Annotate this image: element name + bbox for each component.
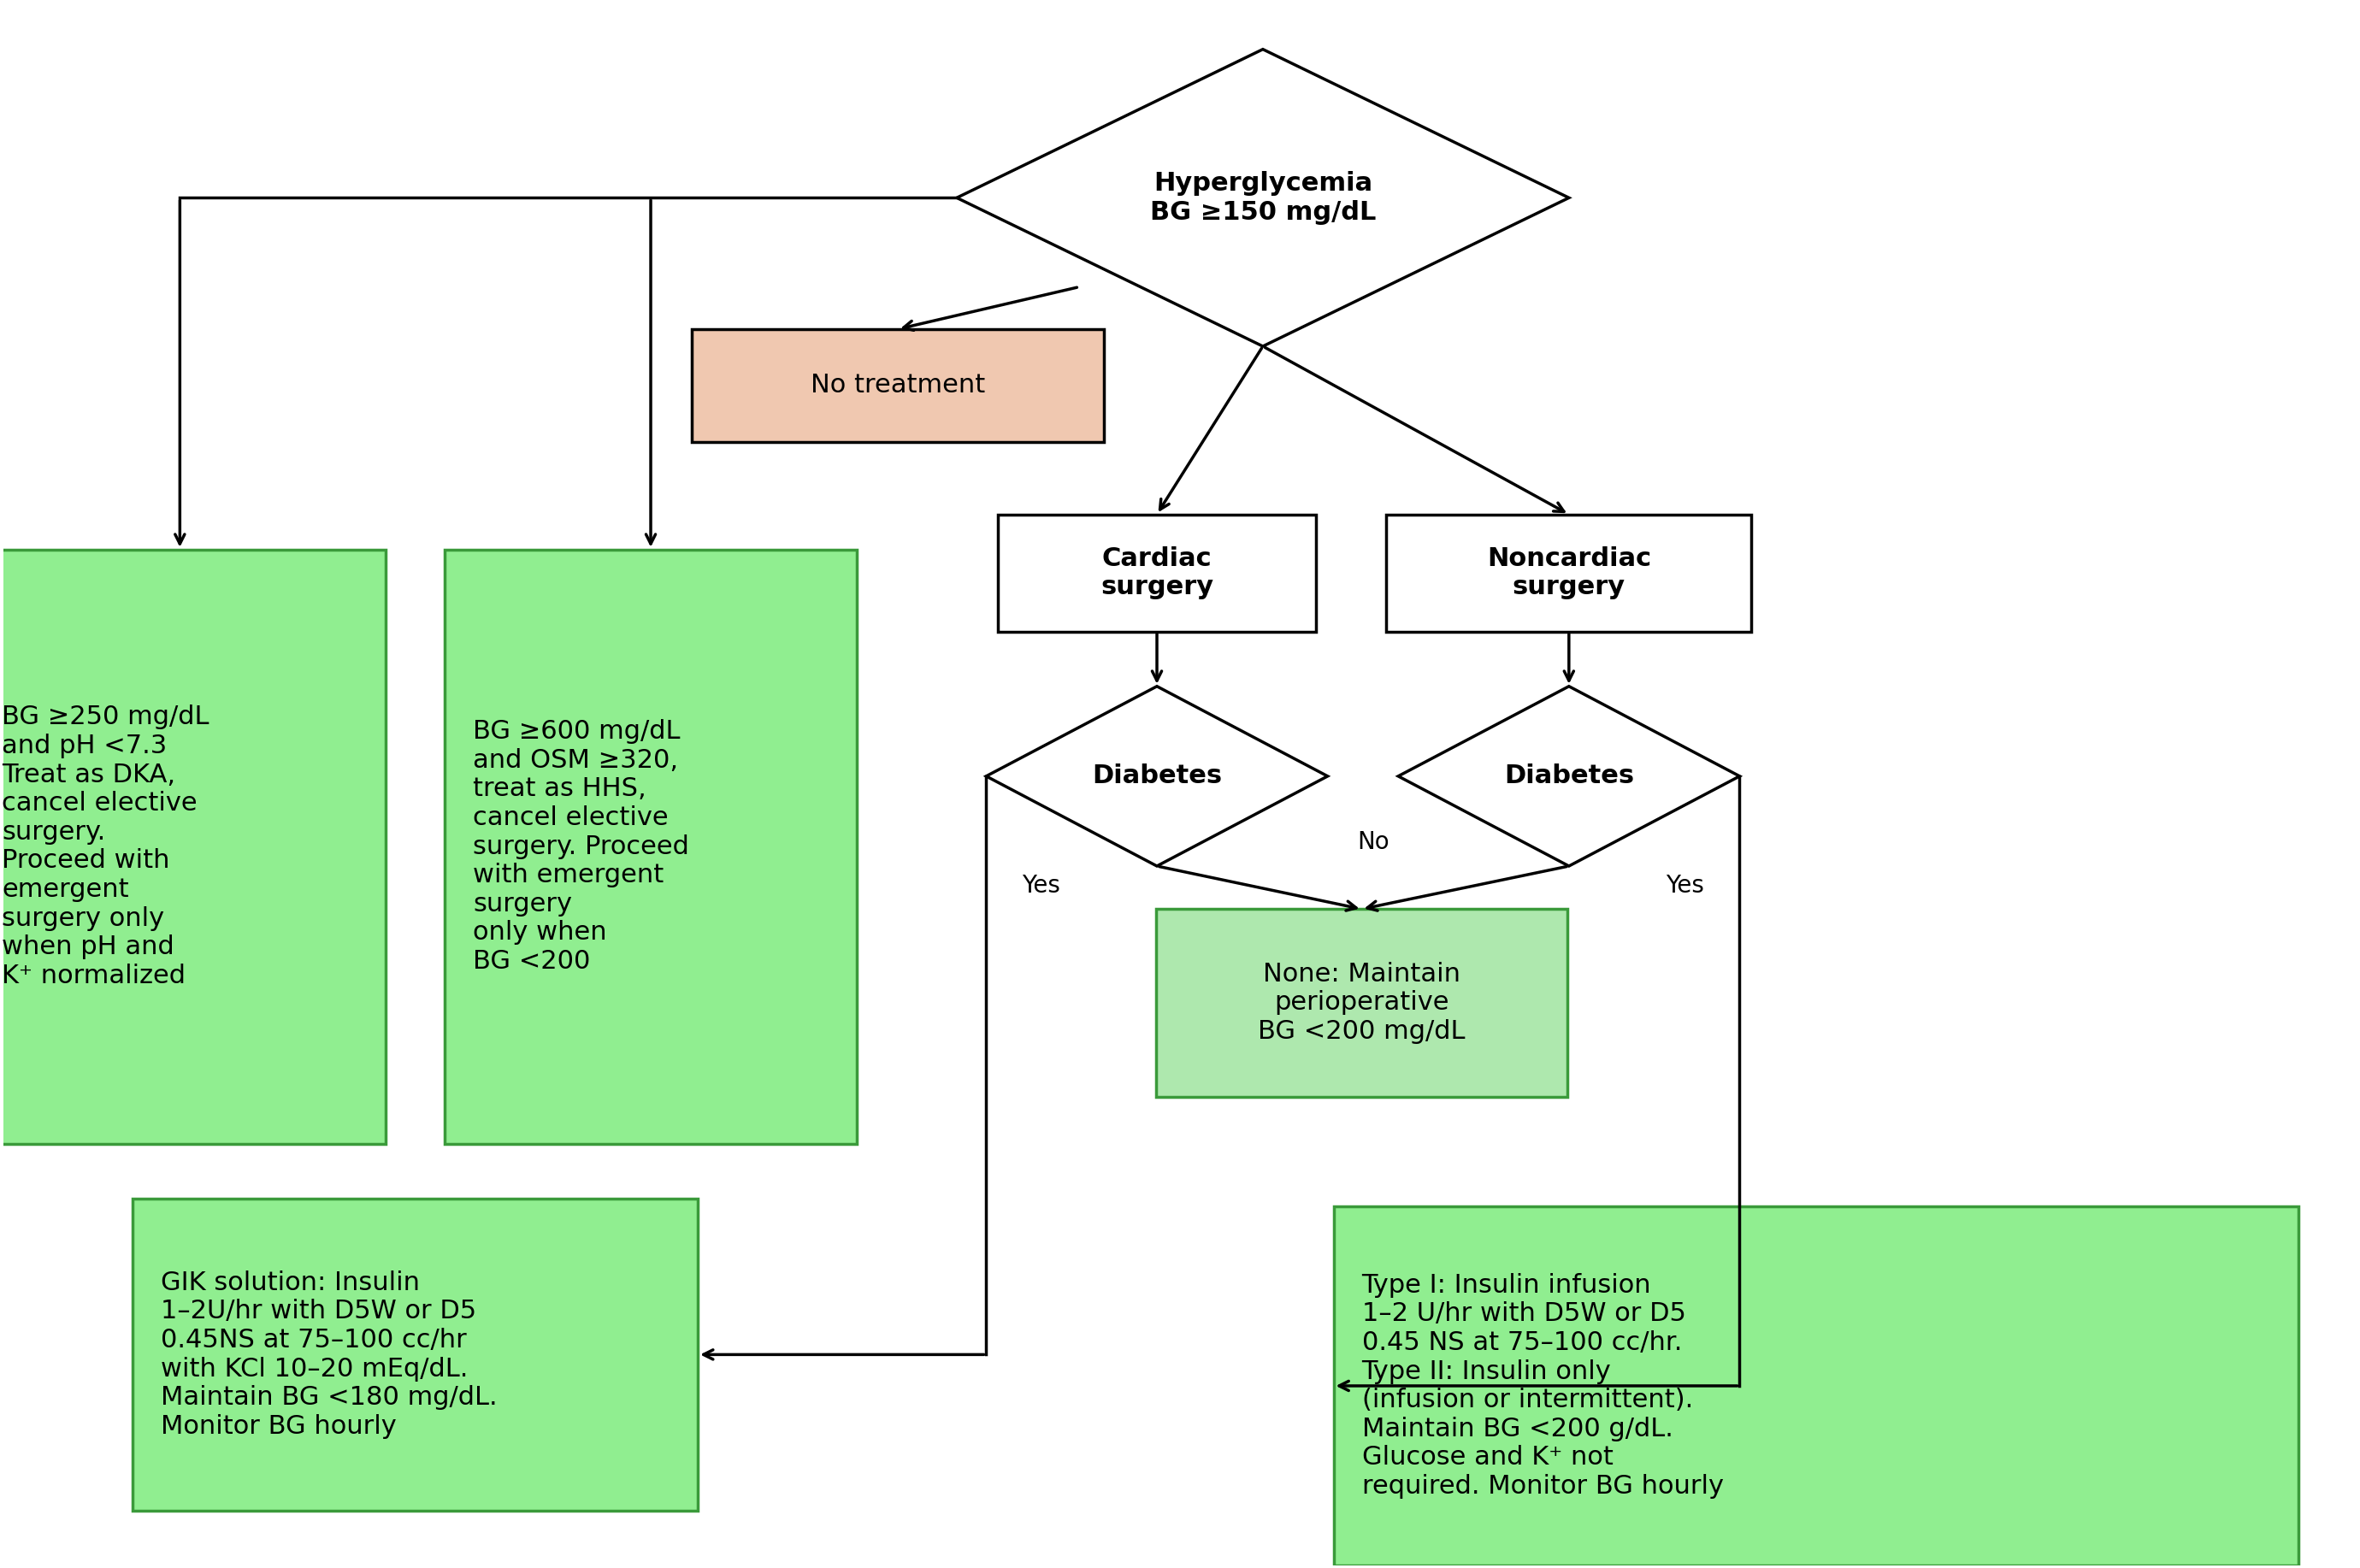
Polygon shape [956, 49, 1569, 347]
Text: Yes: Yes [1666, 873, 1704, 897]
Text: Diabetes: Diabetes [1093, 764, 1222, 789]
FancyBboxPatch shape [1385, 514, 1751, 632]
Polygon shape [986, 687, 1329, 866]
FancyBboxPatch shape [132, 1198, 699, 1512]
FancyBboxPatch shape [998, 514, 1317, 632]
FancyBboxPatch shape [1156, 909, 1567, 1096]
Text: BG ≥250 mg/dL
and pH <7.3
Treat as DKA,
cancel elective
surgery.
Proceed with
em: BG ≥250 mg/dL and pH <7.3 Treat as DKA, … [2, 706, 210, 988]
Text: Type I: Insulin infusion
1–2 U/hr with D5W or D5
0.45 NS at 75–100 cc/hr.
Type I: Type I: Insulin infusion 1–2 U/hr with D… [1362, 1273, 1723, 1499]
Text: Yes: Yes [1022, 873, 1060, 897]
Text: GIK solution: Insulin
1–2U/hr with D5W or D5
0.45NS at 75–100 cc/hr
with KCl 10–: GIK solution: Insulin 1–2U/hr with D5W o… [160, 1270, 498, 1439]
Text: Hyperglycemia
BG ≥150 mg/dL: Hyperglycemia BG ≥150 mg/dL [1149, 171, 1376, 224]
Text: None: Maintain
perioperative
BG <200 mg/dL: None: Maintain perioperative BG <200 mg/… [1258, 961, 1466, 1044]
Text: Cardiac
surgery: Cardiac surgery [1100, 546, 1213, 599]
Text: Noncardiac
surgery: Noncardiac surgery [1487, 546, 1652, 599]
Text: Diabetes: Diabetes [1503, 764, 1633, 789]
Polygon shape [1397, 687, 1739, 866]
FancyBboxPatch shape [1333, 1206, 2299, 1565]
Text: No treatment: No treatment [809, 373, 984, 398]
FancyBboxPatch shape [444, 549, 857, 1143]
FancyBboxPatch shape [691, 329, 1104, 442]
FancyBboxPatch shape [0, 549, 387, 1143]
Text: No: No [1357, 831, 1390, 855]
Text: BG ≥600 mg/dL
and OSM ≥320,
treat as HHS,
cancel elective
surgery. Proceed
with : BG ≥600 mg/dL and OSM ≥320, treat as HHS… [472, 720, 689, 974]
